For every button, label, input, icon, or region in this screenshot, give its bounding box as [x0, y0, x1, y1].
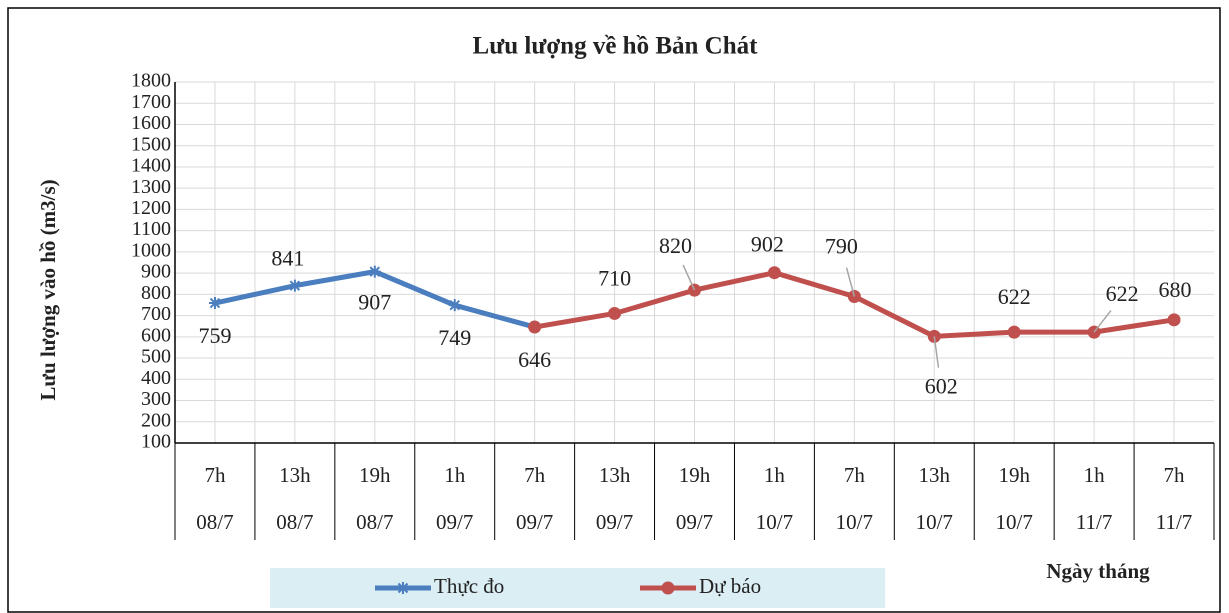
x-tick-date: 08/7: [356, 510, 393, 534]
x-tick-date: 10/7: [996, 510, 1033, 534]
y-tick-label: 600: [141, 324, 171, 346]
x-tick-label: 7h: [844, 463, 866, 487]
x-tick-date: 10/7: [916, 510, 953, 534]
x-tick-date: 11/7: [1076, 510, 1113, 534]
y-tick-label: 500: [141, 346, 171, 368]
x-axis-label: Ngày tháng: [1046, 559, 1150, 583]
y-tick-label: 1400: [131, 155, 171, 177]
y-axis-label: Lưu lượng vào hồ (m3/s): [36, 179, 60, 400]
x-tick-date: 09/7: [596, 510, 633, 534]
legend-marker: [397, 582, 409, 594]
legend-label: Dự báo: [699, 574, 761, 598]
y-tick-label: 1600: [131, 112, 171, 134]
y-tick-label: 1000: [131, 239, 171, 261]
point: [208, 297, 221, 310]
x-tick-label: 19h: [359, 463, 391, 487]
x-tick-label: 19h: [998, 463, 1030, 487]
x-tick-label: 7h: [1164, 463, 1186, 487]
y-tick-label: 200: [141, 409, 171, 431]
y-tick-label: 1300: [131, 176, 171, 198]
leader-line: [845, 267, 856, 297]
data-label: 759: [198, 323, 231, 348]
data-label: 710: [598, 266, 631, 291]
x-tick-date: 11/7: [1156, 510, 1193, 534]
y-tick-label: 300: [141, 388, 171, 410]
leader-line: [933, 336, 940, 368]
x-tick-label: 7h: [204, 463, 226, 487]
x-tick-date: 09/7: [516, 510, 553, 534]
x-tick-label: 13h: [599, 463, 631, 487]
y-tick-label: 100: [141, 431, 171, 453]
data-label: 907: [358, 290, 391, 315]
data-label: 622: [1106, 281, 1139, 306]
y-tick-label: 1800: [131, 70, 171, 92]
chart-title: Lưu lượng về hồ Bản Chát: [473, 33, 759, 60]
point: [1007, 325, 1021, 339]
leader-line: [682, 264, 696, 291]
y-tick-label: 1200: [131, 197, 171, 219]
point: [448, 299, 461, 312]
point: [288, 279, 301, 292]
x-tick-label: 19h: [679, 463, 711, 487]
y-tick-label: 1500: [131, 133, 171, 155]
x-tick-date: 09/7: [676, 510, 713, 534]
point: [608, 306, 622, 320]
data-label: 902: [751, 232, 784, 257]
y-tick-label: 400: [141, 367, 171, 389]
legend-marker: [661, 581, 675, 595]
data-label: 680: [1159, 277, 1192, 302]
data-label: 602: [925, 373, 958, 398]
data-label: 841: [271, 246, 304, 271]
data-label: 622: [998, 284, 1031, 309]
x-tick-date: 08/7: [276, 510, 313, 534]
x-tick-label: 1h: [1084, 463, 1106, 487]
x-tick-label: 13h: [919, 463, 951, 487]
y-tick-label: 800: [141, 282, 171, 304]
x-tick-date: 08/7: [196, 510, 233, 534]
y-tick-label: 1100: [132, 218, 171, 240]
legend-label: Thực đo: [434, 574, 504, 598]
point: [368, 265, 381, 278]
x-tick-date: 09/7: [436, 510, 473, 534]
x-tick-label: 1h: [444, 463, 466, 487]
data-label: 749: [438, 325, 471, 350]
data-label: 646: [518, 347, 551, 372]
x-tick-label: 7h: [524, 463, 546, 487]
y-tick-label: 900: [141, 261, 171, 283]
data-label: 790: [825, 234, 858, 259]
point: [767, 266, 781, 280]
x-tick-date: 10/7: [836, 510, 873, 534]
leader-line: [1093, 310, 1112, 333]
y-tick-label: 1700: [131, 91, 171, 113]
legend-box: [270, 568, 885, 608]
point: [1167, 313, 1181, 327]
x-tick-label: 1h: [764, 463, 786, 487]
x-tick-label: 13h: [279, 463, 311, 487]
data-label: 820: [659, 233, 692, 258]
y-tick-label: 700: [141, 303, 171, 325]
x-tick-date: 10/7: [756, 510, 793, 534]
point: [528, 320, 542, 334]
